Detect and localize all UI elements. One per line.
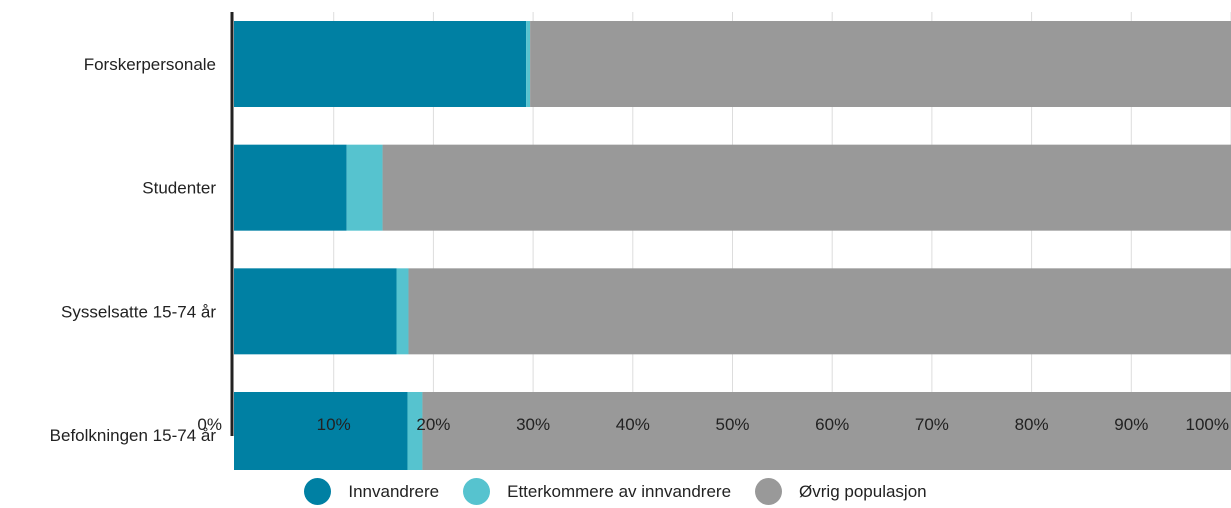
category-label: Sysselsatte 15-74 år — [61, 302, 216, 321]
x-tick-label: 80% — [1015, 415, 1049, 434]
bar-segment — [407, 392, 423, 470]
category-label: Studenter — [142, 179, 216, 198]
bar-segment — [346, 144, 383, 231]
x-tick-label: 50% — [715, 415, 749, 434]
x-tick-label: 40% — [616, 415, 650, 434]
legend-label: Etterkommere av innvandrere — [507, 481, 732, 501]
legend-item: Etterkommere av innvandrere — [463, 478, 731, 505]
x-tick-label: 60% — [815, 415, 849, 434]
x-tick-label: 10% — [317, 415, 351, 434]
bar-segment — [526, 21, 531, 107]
legend-item: Innvandrere — [304, 478, 439, 505]
stacked-bar-chart: Forskerpersonale Studenter Sysselsatte 15-… — [50, 12, 1231, 470]
legend-swatch — [304, 478, 332, 505]
x-tick-label: 20% — [416, 415, 450, 434]
legend-swatch — [755, 478, 783, 505]
bar-segment — [422, 392, 1231, 470]
bar-segment — [234, 268, 397, 355]
x-axis-tick-labels: 0% 10% 20% 30% 40% 50% 60% 70% 80% 90% 100% — [197, 415, 1229, 434]
x-tick-label: 100% — [1186, 415, 1229, 434]
bar-segment — [408, 268, 1231, 355]
bar-segment — [234, 21, 527, 107]
legend-label: Øvrig populasjon — [799, 481, 927, 501]
x-tick-label: 90% — [1114, 415, 1148, 434]
legend-item: Øvrig populasjon — [755, 478, 927, 505]
legend-label: Innvandrere — [348, 481, 440, 501]
bar-segment — [382, 144, 1231, 231]
category-label: Befolkningen 15-74 år — [50, 426, 217, 445]
x-tick-label: 30% — [516, 415, 550, 434]
category-label: Forskerpersonale — [84, 55, 216, 74]
bar-segment — [234, 144, 347, 231]
category-labels: Forskerpersonale Studenter Sysselsatte 15-… — [50, 55, 217, 445]
bars — [234, 21, 1231, 470]
legend-swatch — [463, 478, 491, 505]
bar-segment — [530, 21, 1231, 107]
bar-segment — [234, 392, 408, 470]
x-tick-label: 70% — [915, 415, 949, 434]
bar-segment — [396, 268, 409, 355]
legend: Innvandrere Etterkommere av innvandrere Øv… — [0, 478, 1231, 505]
x-tick-label: 0% — [197, 415, 222, 434]
